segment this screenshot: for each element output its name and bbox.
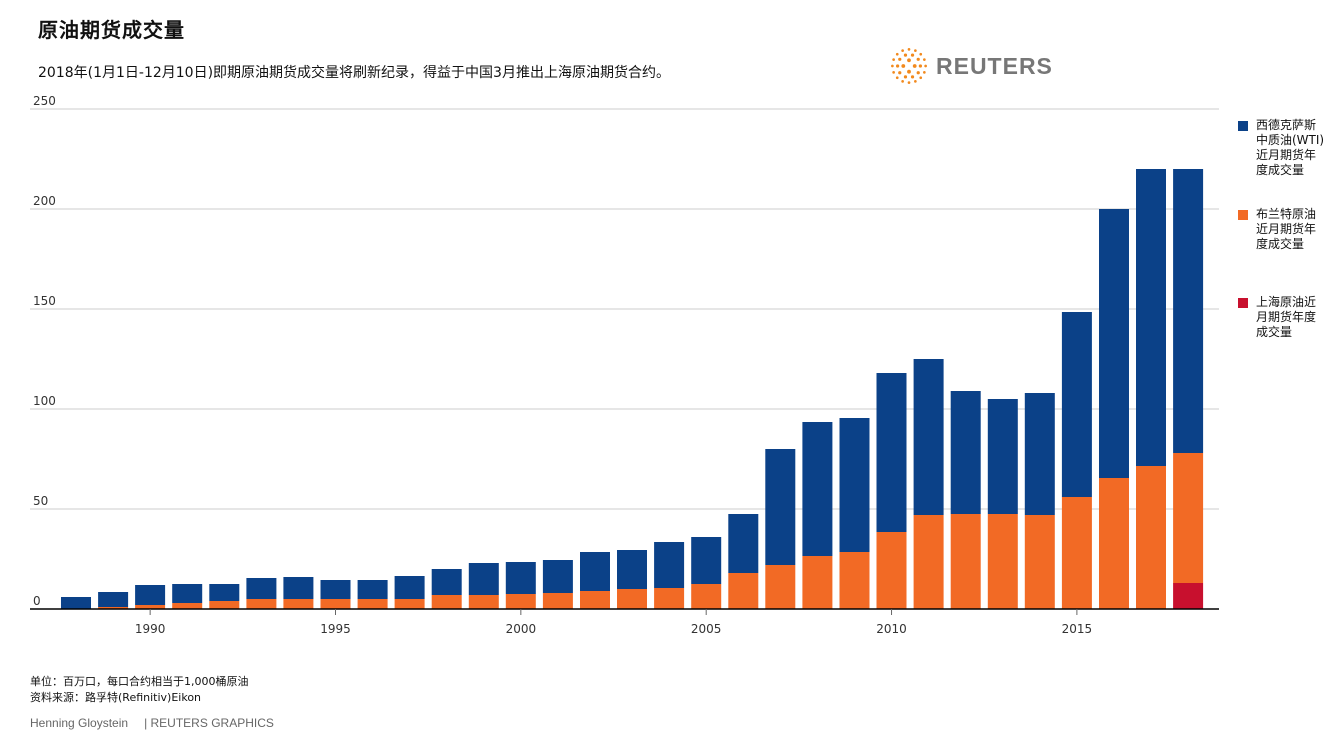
x-tick-label: 1990 xyxy=(135,622,166,636)
bar-segment-brent xyxy=(617,589,647,609)
bar-segment-brent xyxy=(1173,453,1204,583)
bar-segment-wti xyxy=(802,422,833,556)
bar-segment-brent xyxy=(542,593,573,609)
bar-segment-wti xyxy=(61,597,91,609)
y-tick-label: 0 xyxy=(33,594,41,608)
bar-segment-wti xyxy=(654,542,685,588)
y-tick-label: 100 xyxy=(33,394,56,408)
reuters-logo-text: REUTERS xyxy=(936,52,1053,79)
reuters-logo: REUTERS xyxy=(890,47,1053,85)
y-tick-label: 150 xyxy=(33,294,56,308)
bar-segment-wti xyxy=(617,550,647,589)
bar-segment-wti xyxy=(542,560,573,593)
y-tick-label: 250 xyxy=(33,94,56,108)
credit-line: Henning Gloystein | REUTERS GRAPHICS xyxy=(30,716,274,730)
bar-segment-brent xyxy=(728,573,759,609)
bar-segment-brent xyxy=(1061,497,1092,609)
y-tick-label: 200 xyxy=(33,194,56,208)
bar-segment-brent xyxy=(950,514,981,609)
bar-segment-brent xyxy=(357,599,388,609)
author-name: Henning Gloystein xyxy=(30,716,129,730)
legend-label-shanghai: 上海原油近月期货年度成交量 xyxy=(1256,295,1317,339)
bar-segment-brent xyxy=(209,601,240,609)
bar-segment-brent xyxy=(1024,515,1055,609)
bar-segment-wti xyxy=(691,537,722,584)
x-tick-label: 2005 xyxy=(691,622,722,636)
bar-segment-wti xyxy=(765,449,796,565)
bar-segment-brent xyxy=(320,599,351,609)
bar-segment-brent xyxy=(172,603,203,609)
chart-title: 原油期货成交量 xyxy=(38,18,185,42)
reuters-logo-icon xyxy=(891,48,927,84)
bar-segment-brent xyxy=(580,591,610,609)
bar-segment-wti xyxy=(876,373,907,532)
bar-segment-wti xyxy=(913,359,944,515)
bar-segment-wti xyxy=(1173,169,1204,453)
bar-segment-wti xyxy=(135,585,166,605)
bar-segment-brent xyxy=(876,532,907,609)
bar-segment-brent xyxy=(505,594,536,609)
chart-subtitle: 2018年(1月1日-12月10日)即期原油期货成交量将刷新纪录，得益于中国3月… xyxy=(38,65,670,81)
bar-segment-brent xyxy=(654,588,685,609)
bar-segment-brent xyxy=(765,565,796,609)
bar-segment-wti xyxy=(1024,393,1055,515)
bar-segment-brent xyxy=(394,599,425,609)
bar-segment-wti xyxy=(357,580,388,599)
bar-segment-wti xyxy=(1061,312,1092,497)
bar-segment-wti xyxy=(283,577,314,599)
bar-segment-shanghai xyxy=(1173,583,1204,609)
bar-segment-wti xyxy=(431,569,462,595)
legend-swatch-wti xyxy=(1238,121,1248,131)
bar-segment-wti xyxy=(1136,169,1166,466)
source-note: 资料来源：路孚特(Refinitiv)Eikon xyxy=(30,691,202,704)
bar-segment-brent xyxy=(283,599,314,609)
bar-segment-brent xyxy=(802,556,833,609)
bar-segment-brent xyxy=(135,605,166,609)
x-tick-label: 1995 xyxy=(320,622,351,636)
bar-segment-wti xyxy=(394,576,425,599)
bar-segment-wti xyxy=(209,584,240,601)
bar-segment-brent xyxy=(987,514,1018,609)
bar-segment-wti xyxy=(98,592,129,607)
bar-segment-brent xyxy=(98,607,129,609)
legend-item-shanghai: 上海原油近月期货年度成交量 xyxy=(1238,295,1326,340)
bar-segment-brent xyxy=(1136,466,1166,609)
bar-segment-wti xyxy=(987,399,1018,514)
bar-segment-wti xyxy=(468,563,499,595)
bar-segment-wti xyxy=(505,562,536,594)
unit-note: 单位：百万口，每口合约相当于1,000桶原油 xyxy=(30,675,249,688)
x-tick-label: 2015 xyxy=(1062,622,1093,636)
legend-swatch-shanghai xyxy=(1238,298,1248,308)
bar-segment-brent xyxy=(839,552,870,609)
legend-swatch-brent xyxy=(1238,210,1248,220)
bar-segment-brent xyxy=(431,595,462,609)
bar-segment-wti xyxy=(246,578,277,599)
bar-segment-wti xyxy=(839,418,870,552)
bar-segment-brent xyxy=(913,515,944,609)
x-tick-label: 2010 xyxy=(876,622,907,636)
stacked-bar-chart: 0 50 100 150 200 250 1990 1995 2000 2005 2010 2015 xyxy=(30,94,1219,636)
brand-credit: | REUTERS GRAPHICS xyxy=(144,716,274,730)
y-tick-label: 50 xyxy=(33,494,48,508)
bar-segment-brent xyxy=(246,599,277,609)
bar-segment-brent xyxy=(1099,478,1129,609)
legend-item-wti: 西德克萨斯中质油(WTI)近月期货年度成交量 xyxy=(1238,118,1326,178)
legend-label-wti: 西德克萨斯中质油(WTI)近月期货年度成交量 xyxy=(1256,118,1325,177)
legend-item-brent: 布兰特原油近月期货年度成交量 xyxy=(1238,207,1326,252)
legend-label-brent: 布兰特原油近月期货年度成交量 xyxy=(1256,207,1317,251)
bar-segment-wti xyxy=(1099,209,1129,478)
bar-segment-wti xyxy=(580,552,610,591)
bar-segment-wti xyxy=(320,580,351,599)
bar-segment-wti xyxy=(728,514,759,573)
x-tick-label: 2000 xyxy=(506,622,537,636)
bar-segment-wti xyxy=(172,584,203,603)
bar-segment-brent xyxy=(468,595,499,609)
bar-segment-wti xyxy=(950,391,981,514)
bar-segment-brent xyxy=(691,584,722,609)
